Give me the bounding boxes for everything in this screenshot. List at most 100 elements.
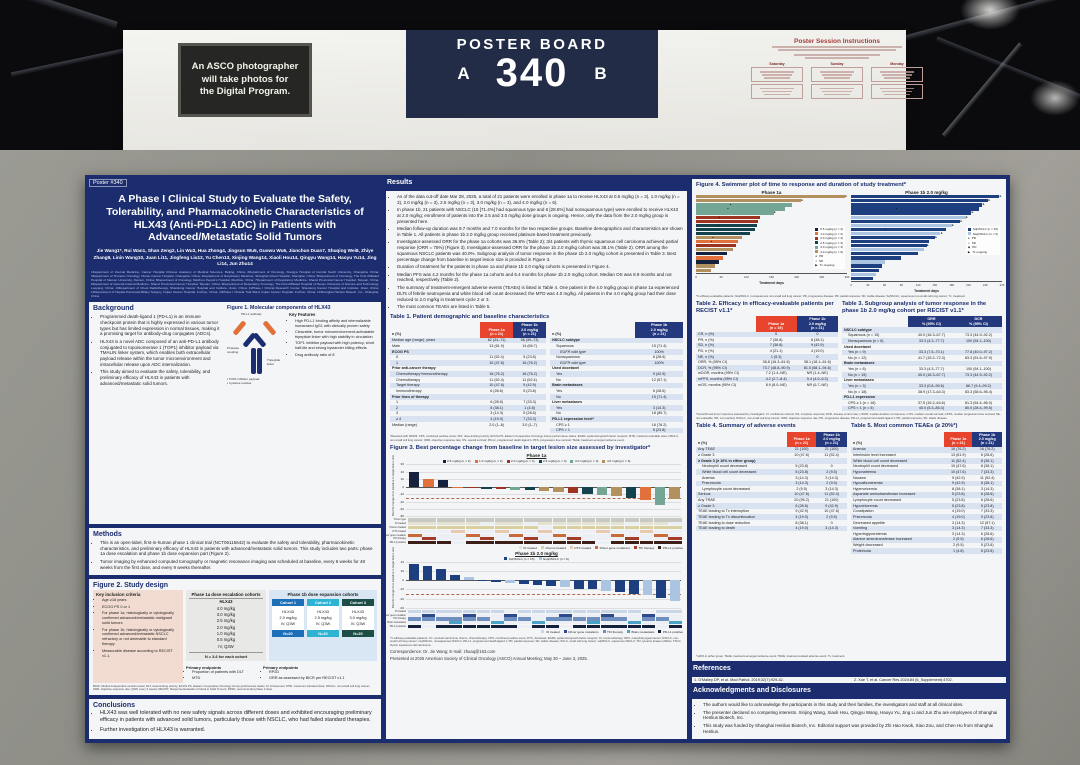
board-side-a: A [457, 63, 470, 83]
escalation-drug: HLX43 [219, 599, 233, 605]
tables23-footnote: *Unconfirmed tumor response assessed by … [696, 412, 1001, 420]
poster-board-label: POSTER BOARD [456, 36, 608, 53]
figure1: Figure 1. Molecular components of HLX43 … [227, 305, 377, 388]
poster-board-wall: Poster #340 A Phase I Clinical Study to … [0, 150, 1080, 765]
swimmer-phase1b-wrap: Phase 1b 2.0 mg/kg ▸ ▸ ▸ ● ▸ ▸ ▸ ▸ ● ▸ ▸ ▸ 0 30 60 90 12… [850, 190, 1005, 293]
inclusion-title: Key inclusion criteria [96, 592, 141, 598]
waterfall-phase1b: 40 20 0 -20 -40 -60 Best % change from baselin… [391, 547, 681, 610]
ceiling-light [1030, 80, 1080, 116]
ceiling-light [960, 0, 1020, 30]
phase1b-expansion-box: Phase 1b dose expansion cohorts Cohort 1… [269, 590, 377, 661]
escalation-route: IV, Q3W [218, 643, 234, 649]
figure1-legend: ▪ TOP1 inhibitor payload ▪ Cysteine resi… [227, 377, 260, 386]
instructions-subline [794, 53, 880, 56]
figure3-phase1a-legend: 0.5 mg/kg (n = 2) 1.0 mg/kg (n = 2) 2.0 mg… [390, 459, 683, 463]
background-section: Background Programmed death-ligand 1 (PD… [89, 302, 381, 525]
escalation-endpoints: Primary endpoints Proportion of patients… [186, 665, 260, 683]
correspondence: Correspondence: Dr. Jie Wang; E-mail: zh… [390, 649, 683, 662]
methods-bullets: This is an open-label, first-in-human ph… [93, 540, 377, 571]
references-heading: References [693, 665, 731, 673]
instructions-subline [778, 49, 896, 51]
inclusion-criteria-box: Key inclusion criteria Age ≥18 yearsECOG… [93, 590, 183, 683]
table3: ORR % (95% CI) DCR % (95% CI) NSCLC subtyp… [841, 316, 1002, 412]
reference-item: 2. Xue T, et al. Cancer Res 2024;84 (6_S… [854, 678, 953, 683]
table3-title: Table 3. Subgroup analysis of tumor resp… [841, 301, 987, 315]
title-block: A Phase I Clinical Study to Evaluate the… [89, 191, 381, 298]
photographer-notice-text: An ASCO photographer will take photos fo… [191, 60, 299, 98]
poster-middle-column: Results As of the data cut-off date Mar … [386, 179, 687, 739]
poster: Poster #340 A Phase I Clinical Study to … [85, 175, 1010, 743]
instructions-subline [772, 46, 902, 48]
swimmer-phase1b: ▸ ▸ ▸ ● ▸ ▸ ▸ ▸ ● ▸ ▸ ▸ 0 30 60 90 120 150 180 210 240 270 Tre… [850, 194, 1005, 293]
figure2-footnote: BICR, blinded independent central review… [93, 683, 371, 692]
results-heading: Results [387, 179, 413, 186]
figure3-phase1b-legend: SqNSCLC (n = 15) NsqNSCLC (n = 6) [390, 557, 683, 561]
figure4-title: Figure 4. Swimmer plot of time to respon… [696, 182, 907, 188]
poster-affiliations: 1Department of Internal Medicine, Cancer… [91, 270, 379, 299]
ceiling-beam [0, 0, 118, 30]
board-side-b: B [594, 63, 607, 83]
conclusions-heading: Conclusions [93, 701, 136, 709]
instructions-day-column: Monday [871, 62, 923, 100]
table4-title: Table 4. Summary of adverse events [696, 423, 796, 430]
references-list: 1. O'Malley DP, et al. Mod Pathol. 2019;… [692, 677, 1006, 684]
results-bullets: As of the data cut-off date Mar 28, 2025… [390, 194, 683, 311]
figure3-title: Figure 3. Best percentage change from ba… [390, 445, 651, 452]
conclusions-section: Conclusions HLX43 was well tolerated wit… [89, 698, 381, 739]
poster-right-column: Figure 4. Swimmer plot of time to respon… [692, 179, 1006, 739]
waterfall-phase1a: 60 40 20 0 -20 -40 -60 -80 Best % change from ba… [391, 455, 681, 518]
annotation-grid-phase1a: Tumor type IO treated Chemo treated DTX tre… [386, 518, 683, 545]
figure3-phase1a-title: Phase 1a [526, 453, 547, 459]
table1-footnote: *Detected with SP263. CPS, combined posi… [390, 434, 679, 442]
poster-session-instructions: Poster Session Instructions Saturday Sund… [751, 38, 923, 144]
expansion-title: Phase 1b dose expansion cohorts [287, 592, 359, 598]
methods-section: Methods This is an open-label, first-in-… [89, 528, 381, 575]
table1-title: Table 1. Patient demographic and baselin… [390, 314, 550, 321]
swimmer-phase1a-wrap: Phase 1a ▸ ▸ ● ● ▸ ● ● ● ● 0 60 120 180 240 300 360 Trea… [695, 190, 850, 285]
escalation-n-note: N = 3-6 for each cohort [189, 651, 263, 659]
expansion-endpoints: Primary endpoints RP2DORR as assessed by… [263, 665, 377, 683]
acknowledgments-bullets: The authors would like to acknowledge th… [696, 702, 1002, 734]
expansion-cohorts: Cohort 1 HLX43 2.0 mg/kg IV, Q3W N=20 Cohort … [272, 599, 374, 637]
key-features-list: High PD-L1 binding affinity and internal… [289, 319, 377, 358]
correspondence-line: Correspondence: Dr. Jie Wang; E-mail: zh… [390, 649, 496, 655]
methods-heading: Methods [93, 531, 122, 539]
poster-number-tag: Poster #340 [89, 179, 127, 187]
cohort-card: Cohort 1 HLX43 2.0 mg/kg IV, Q3W N=20 [272, 599, 304, 637]
antibody-diagram: PD-L1 antibody Protease coupling Tripept… [227, 312, 285, 386]
swimmer-phase1b-title: Phase 1b 2.0 mg/kg [905, 190, 948, 196]
figure1-key-features: Key Features High PD-L1 binding affinity… [289, 312, 377, 386]
escalation-title: Phase 1a dose escalation cohorts [189, 592, 263, 600]
poster-board-sign: POSTER BOARD A 340 B [406, 30, 658, 118]
phase1a-escalation-box: Phase 1a dose escalation cohorts HLX43 4… [186, 590, 266, 661]
figure1-title: Figure 1. Molecular components of HLX43 [227, 305, 331, 312]
escalation-doses: 4.0 mg/kg 3.0 mg/kg 2.5 mg/kg 2.0 mg/kg 1.0 … [216, 605, 236, 643]
coupling-label: Protease coupling [227, 346, 240, 355]
board-number: 340 [495, 51, 569, 95]
poster-left-column: Poster #340 A Phase I Clinical Study to … [89, 179, 381, 739]
table5: n (%) Phase 1a (n = 21) Phase 1b 2.0 mg/kg… [851, 431, 1002, 554]
swimmer-phase1a: ▸ ▸ ● ● ▸ ● ● ● ● 0 60 120 180 240 300 360 Treatment day… [695, 194, 850, 285]
cohort-card: Cohort 2 HLX43 2.5 mg/kg IV, Q3W N=20 [307, 599, 339, 637]
inclusion-bullets: Age ≥18 yearsECOG PS 0 or 1For phase 1a,… [96, 598, 180, 658]
instructions-subline [805, 56, 869, 59]
table2-title: Table 2. Efficacy in efficacy-evaluable … [696, 301, 834, 315]
results-body: As of the data cut-off date Mar 28, 2025… [386, 191, 687, 739]
table5-title: Table 5. Most common TEAEs (≥ 20%*) [851, 423, 958, 430]
photographer-notice: An ASCO photographer will take photos fo… [178, 43, 312, 117]
background-heading: Background [93, 305, 134, 313]
figure2-title: Figure 2. Study design [93, 581, 169, 589]
key-features-title: Key Features [289, 312, 316, 318]
acknowledgments-heading: Acknowledgments and Disclosures [693, 687, 811, 695]
tables45-footnote: *≥20% in either group. TEAE, treatment-e… [696, 653, 846, 658]
figure3-footnote: *In efficacy-evaluable patients. CC, cer… [390, 635, 682, 647]
cohort-card: Cohort 3 HLX43 3.0 mg/kg IV, Q3W N=20 [342, 599, 374, 637]
presented-line: Presented at 2025 American Society of Cl… [390, 655, 588, 661]
figure3-phase1b-title: Phase 1b 2.0 mg/kg [515, 550, 558, 556]
figure4-footnote: *In efficacy-evaluable patients. NsqNSCL… [696, 293, 966, 298]
acknowledgments-body: The authors would like to acknowledge th… [692, 699, 1006, 739]
annotation-legend-phase1b: IO treated Driver gene mutations TKI thera… [390, 630, 683, 634]
table1-left: n (%) Phase 1a (n = 21) Phase 1b 2.0 mg/kg… [390, 322, 547, 427]
